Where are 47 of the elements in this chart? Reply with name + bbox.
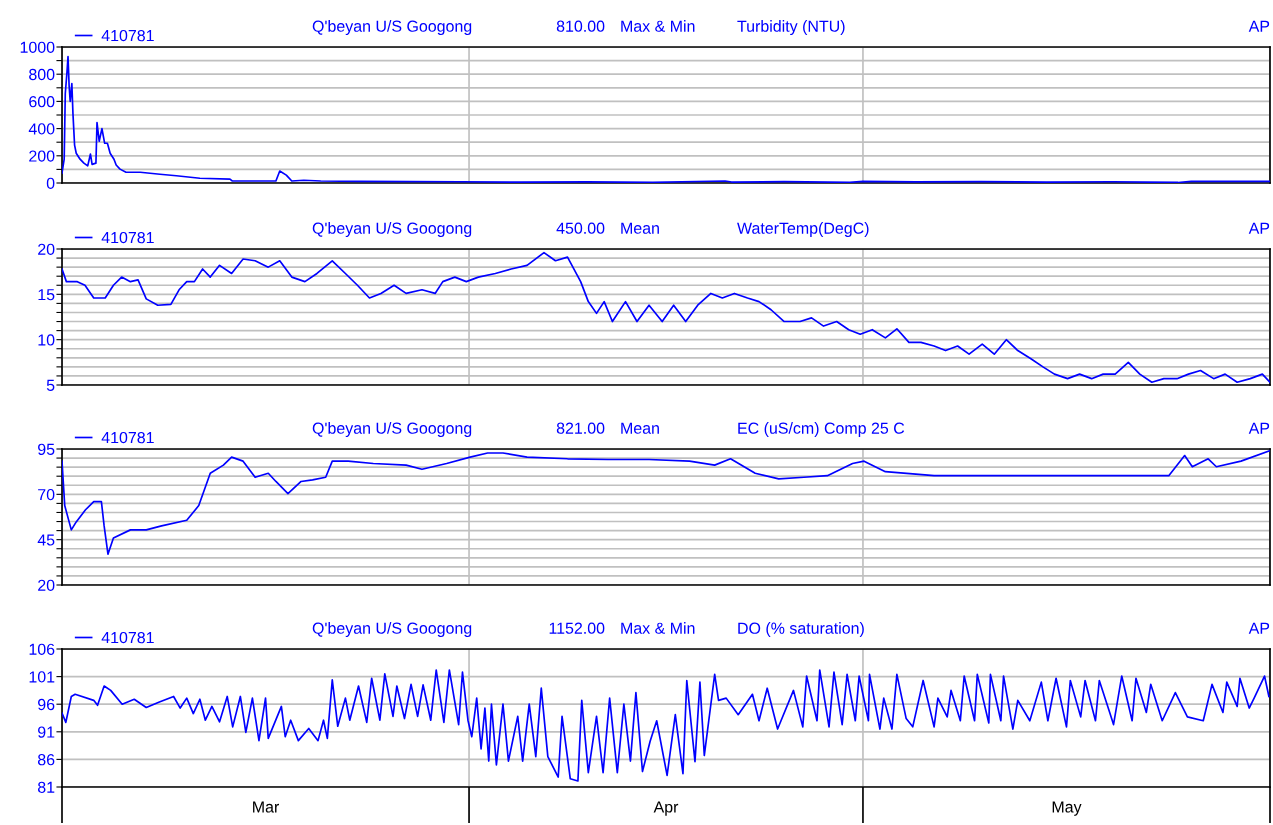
y-tick-label: 95 [38,443,55,455]
legend-label: 410781 [101,231,154,244]
y-tick-label: 10 [38,334,55,346]
text: AP [1248,20,1270,32]
text: Q'beyan U/S Googong [312,422,472,437]
text: 450.00 [556,222,605,234]
text: AP [1248,422,1270,434]
x-tick-label: Mar [253,801,280,813]
y-tick-label: 20 [38,579,55,591]
x-tick-label: Apr [653,801,679,816]
y-tick-label: 400 [28,123,55,135]
text: Q'beyan U/S Googong [312,222,472,237]
y-tick-label: 0 [46,177,55,189]
y-tick-label: 20 [38,243,55,255]
legend-label: 410781 [101,29,154,42]
x-tick-label: May [1052,801,1082,816]
y-tick-label: 96 [38,698,55,711]
y-tick-label: 5 [46,379,55,391]
y-tick-label: 86 [37,754,55,766]
text: Mean [621,422,659,434]
y-tick-label: 800 [29,68,55,81]
y-tick-label: 91 [38,726,55,738]
y-tick-label: 1000 [20,41,55,53]
text: Mean [621,222,659,234]
text: Q'beyan U/S Googong [312,20,472,35]
chart-title: DO (% saturation) [738,622,864,637]
text: Max & Min [621,20,695,32]
text: 821.00 [556,422,605,434]
y-tick-label: 70 [38,488,55,501]
text: AP [1248,222,1270,234]
text: 810.00 [556,20,605,32]
chart-title: WaterTemp(DegC) [737,222,869,237]
chart-title: EC (uS/cm) Comp 25 C [738,422,905,437]
y-tick-label: 15 [38,289,55,301]
text: 1152.00 [549,622,605,634]
y-tick-label: 106 [29,643,55,655]
text: Q'beyan U/S Googong [312,622,472,637]
chart-title: Turbidity (NTU) [737,20,845,35]
y-tick-label: 200 [29,150,55,162]
text: AP [1248,622,1270,634]
legend-label: 410781 [101,431,154,444]
y-tick-label: 101 [29,671,55,683]
y-tick-label: 81 [37,781,55,793]
legend-label: 410781 [101,631,154,644]
text: Max & Min [621,622,695,634]
y-tick-label: 45 [37,534,55,546]
y-tick-label: 600 [29,96,55,108]
